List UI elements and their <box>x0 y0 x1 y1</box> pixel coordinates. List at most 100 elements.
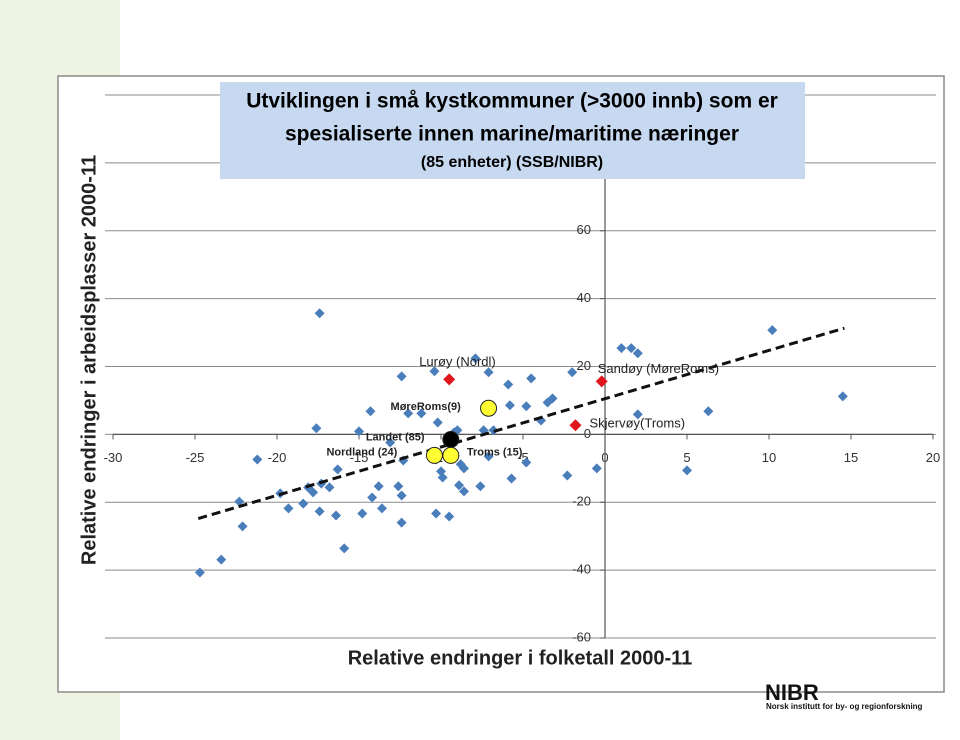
logo: NIBR <box>765 680 819 705</box>
point-label: Nordland (24) <box>326 446 397 458</box>
y-tick-label: 40 <box>577 290 591 305</box>
data-point <box>308 487 319 498</box>
x-tick-label: -25 <box>186 450 205 465</box>
title-line: (85 enheter) (SSB/NIBR) <box>421 154 603 171</box>
data-point <box>324 482 335 493</box>
data-point <box>385 437 396 448</box>
x-tick-label: -15 <box>350 450 369 465</box>
highlight-point <box>595 375 608 388</box>
data-point <box>396 490 407 501</box>
data-point <box>626 343 637 354</box>
highlight-point <box>443 373 456 386</box>
title-line: spesialiserte innen marine/maritime næri… <box>285 123 739 146</box>
point-label: Landet (85) <box>366 431 425 443</box>
point-label: Troms (15) <box>467 446 523 458</box>
data-point <box>252 454 263 465</box>
data-point <box>767 325 778 336</box>
data-point <box>616 343 627 354</box>
highlight-point <box>425 446 443 464</box>
data-point <box>682 465 692 476</box>
point-label: Skjervøy(Troms) <box>589 416 685 431</box>
title-line: Utviklingen i små kystkommuner (>3000 in… <box>246 90 778 113</box>
data-point <box>314 506 325 517</box>
data-point <box>237 521 248 532</box>
data-point <box>547 393 558 404</box>
data-point <box>311 423 322 434</box>
data-point <box>429 366 440 377</box>
x-tick-label: -30 <box>104 450 123 465</box>
data-point <box>483 367 494 378</box>
data-point <box>332 464 343 475</box>
y-tick-label: 60 <box>577 222 591 237</box>
data-point <box>331 510 342 521</box>
data-point <box>354 426 364 437</box>
data-point <box>298 498 309 509</box>
data-point <box>444 511 455 522</box>
data-point <box>503 379 514 390</box>
data-point <box>396 371 407 382</box>
data-point <box>403 408 414 419</box>
data-point <box>416 408 427 419</box>
data-point <box>632 348 643 359</box>
data-point <box>521 457 532 468</box>
highlight-point <box>480 399 498 417</box>
y-tick-label: 0 <box>584 426 591 441</box>
x-tick-label: -5 <box>517 450 529 465</box>
data-point <box>562 470 573 481</box>
data-point <box>475 481 486 492</box>
data-point <box>526 373 537 384</box>
point-label: Lurøy (Nordl) <box>419 354 496 369</box>
x-axis-label: Relative endringer i folketall 2000-11 <box>348 647 693 669</box>
data-point <box>431 508 442 519</box>
data-point <box>396 517 407 528</box>
x-tick-label: 15 <box>844 450 858 465</box>
data-point <box>194 567 205 578</box>
plot-area: -60-40-20020406080100-30-25-20-15-10-505… <box>104 86 941 644</box>
y-tick-label: -20 <box>572 494 591 509</box>
data-point <box>455 459 466 470</box>
point-label: Sandøy (MøreRoms) <box>598 361 719 376</box>
data-point <box>373 481 384 492</box>
data-point <box>376 503 387 514</box>
institute-name: Norsk institutt for by- og regionforskni… <box>766 702 923 711</box>
data-point <box>521 401 532 412</box>
data-point <box>216 554 227 565</box>
data-point <box>437 472 448 483</box>
data-point <box>567 367 578 378</box>
data-point <box>703 406 714 417</box>
x-tick-label: 20 <box>926 450 940 465</box>
y-tick-label: -40 <box>572 562 591 577</box>
data-point <box>458 486 469 497</box>
data-point <box>432 417 443 428</box>
data-point <box>367 492 378 503</box>
trend-line <box>197 326 845 520</box>
data-point <box>470 353 481 364</box>
point-label: MøreRoms(9) <box>391 401 462 413</box>
data-point <box>483 451 494 462</box>
data-point <box>365 406 376 417</box>
data-point <box>283 503 294 514</box>
x-tick-label: 5 <box>683 450 690 465</box>
data-point <box>357 508 368 519</box>
highlight-point <box>569 419 582 432</box>
highlight-point <box>442 430 460 448</box>
x-tick-label: 10 <box>762 450 776 465</box>
data-point <box>837 391 848 402</box>
data-point <box>504 400 515 411</box>
data-point <box>234 496 245 507</box>
y-axis-label: Relative endringer i arbeidsplasser 2000… <box>78 155 100 565</box>
data-point <box>393 481 404 492</box>
data-point <box>339 543 350 554</box>
y-tick-label: -60 <box>572 629 591 644</box>
x-tick-label: -20 <box>268 450 287 465</box>
data-point <box>454 480 465 491</box>
data-point <box>591 463 602 474</box>
data-point <box>314 308 325 319</box>
highlight-point <box>442 446 460 464</box>
data-point <box>632 409 643 420</box>
title-box <box>220 82 805 179</box>
y-tick-label: 20 <box>577 358 591 373</box>
data-point <box>506 473 517 484</box>
